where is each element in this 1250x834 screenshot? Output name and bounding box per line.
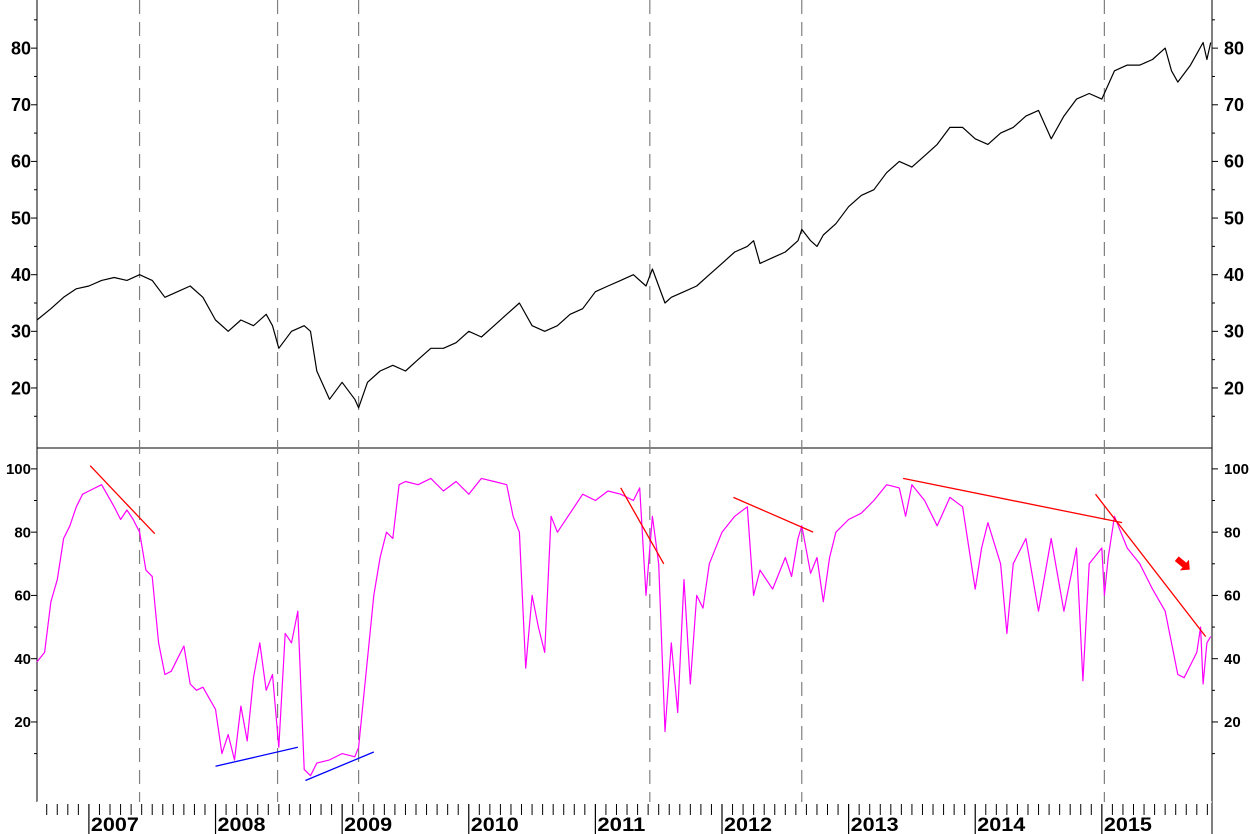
x-tick-label: 2012	[724, 815, 772, 834]
y-tick-label-left: 100	[6, 461, 31, 478]
y-tick-label-right: 40	[1224, 265, 1244, 285]
y-tick-label-left: 40	[11, 265, 31, 285]
y-tick-label-right: 60	[1224, 588, 1241, 605]
down-right-arrow-icon	[1174, 556, 1190, 571]
y-tick-label-left: 70	[11, 95, 31, 115]
y-tick-label-right: 100	[1224, 461, 1249, 478]
y-tick-label-left: 50	[11, 208, 31, 228]
y-tick-label-right: 50	[1224, 208, 1244, 228]
y-tick-label-left: 60	[14, 588, 31, 605]
x-tick-label: 2007	[91, 815, 139, 834]
resistance-trendline	[902, 477, 1123, 524]
x-tick-label: 2013	[851, 815, 899, 834]
price-line	[36, 41, 1212, 409]
x-tick-label: 2009	[344, 815, 392, 834]
resistance-trendline	[733, 496, 814, 533]
x-tick-label: 2008	[218, 815, 266, 834]
y-tick-label-right: 40	[1224, 651, 1241, 668]
support-trendline	[305, 751, 375, 782]
x-tick-label: 2014	[977, 815, 1025, 834]
y-tick-label-right: 80	[1224, 524, 1241, 541]
y-tick-label-left: 30	[11, 322, 31, 342]
y-tick-label-right: 30	[1224, 322, 1244, 342]
resistance-trendline	[1094, 493, 1207, 637]
resistance-trendline	[89, 465, 156, 535]
y-tick-label-right: 20	[1224, 378, 1244, 398]
indicator-line	[36, 477, 1212, 777]
resistance-trendline	[620, 487, 665, 565]
y-tick-label-left: 60	[11, 152, 31, 172]
x-tick-label: 2010	[471, 815, 519, 834]
y-tick-label-left: 20	[11, 378, 31, 398]
y-tick-label-right: 60	[1224, 152, 1244, 172]
y-tick-label-left: 20	[14, 714, 31, 731]
x-tick-label: 2015	[1104, 815, 1152, 834]
y-tick-label-right: 20	[1224, 714, 1241, 731]
arrow-shape	[1174, 556, 1190, 571]
y-tick-label-left: 40	[14, 651, 31, 668]
y-tick-label-right: 80	[1224, 38, 1244, 58]
y-tick-label-right: 70	[1224, 95, 1244, 115]
y-tick-label-left: 80	[11, 38, 31, 58]
x-tick-label: 2011	[597, 815, 645, 834]
support-trendline	[215, 746, 298, 767]
y-tick-label-left: 80	[14, 524, 31, 541]
